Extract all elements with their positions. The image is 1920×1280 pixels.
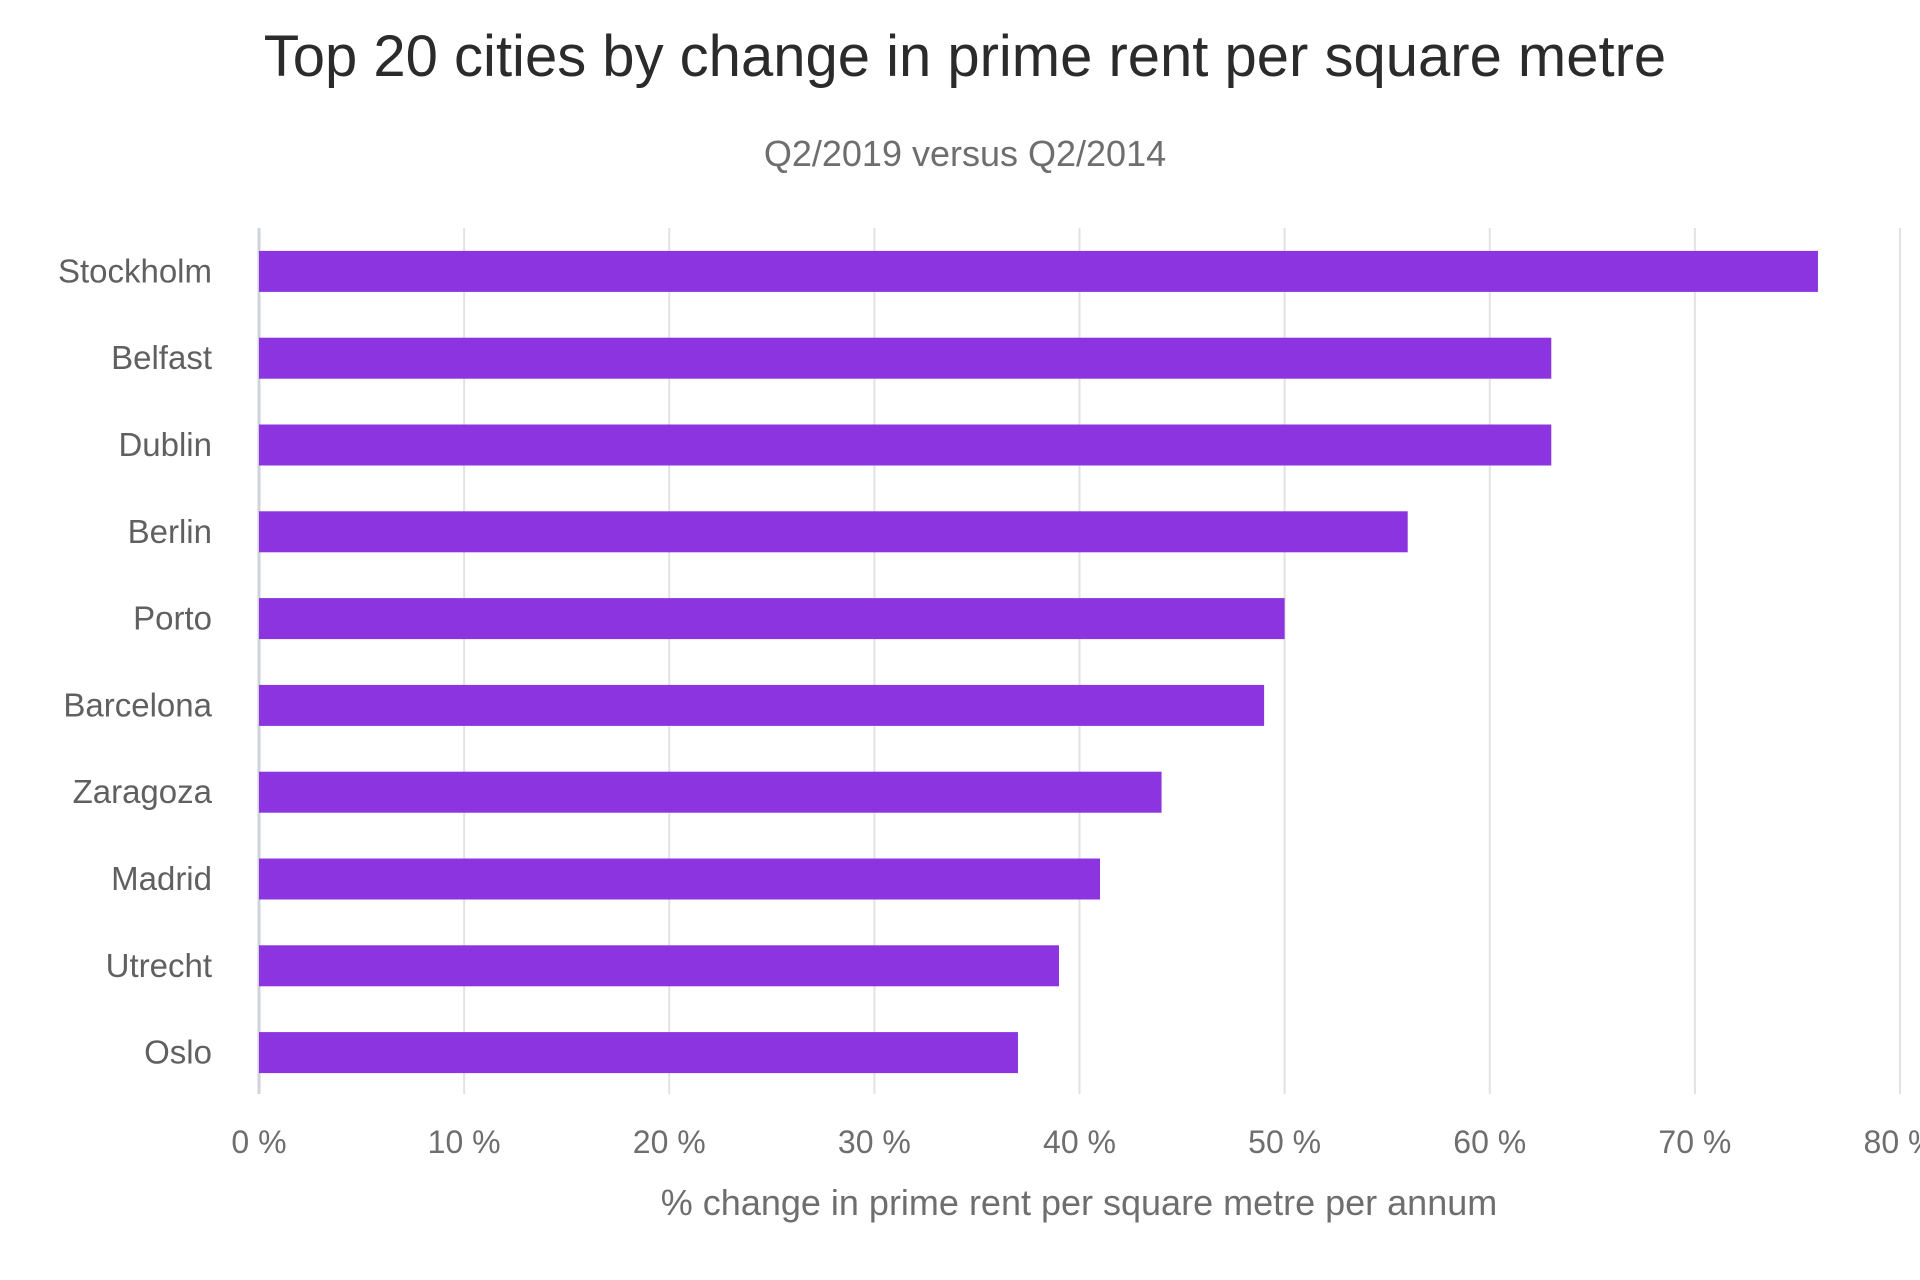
category-label: Madrid: [111, 860, 212, 897]
bars: [259, 250, 1818, 1074]
bar-porto: [259, 598, 1285, 640]
x-tick-label: 50 %: [1248, 1124, 1321, 1160]
category-label: Dublin: [118, 426, 212, 463]
x-axis-ticks: 0 % 10 % 20 % 30 % 40 % 50 % 60 % 70 % 80 %: [231, 1124, 1920, 1160]
x-tick-label: 40 %: [1043, 1124, 1116, 1160]
bar-dublin: [259, 424, 1552, 466]
x-tick-label: 60 %: [1453, 1124, 1526, 1160]
x-tick-label: 0 %: [231, 1124, 286, 1160]
category-label: Berlin: [128, 513, 212, 550]
bar-utrecht: [259, 945, 1059, 987]
bar-stockholm: [259, 250, 1818, 292]
bar-oslo: [259, 1032, 1018, 1074]
category-label: Barcelona: [63, 686, 212, 723]
bar-barcelona: [259, 684, 1265, 726]
category-label: Utrecht: [106, 947, 212, 984]
category-label: Porto: [133, 600, 212, 637]
category-label: Stockholm: [58, 252, 212, 289]
bar-zaragoza: [259, 771, 1162, 813]
category-label: Belfast: [111, 339, 212, 376]
category-label: Zaragoza: [73, 773, 213, 810]
x-tick-label: 10 %: [428, 1124, 501, 1160]
x-tick-label: 20 %: [633, 1124, 706, 1160]
bar-berlin: [259, 511, 1408, 553]
x-axis-title: % change in prime rent per square metre …: [661, 1182, 1497, 1223]
bar-madrid: [259, 858, 1101, 900]
chart-title: Top 20 cities by change in prime rent pe…: [264, 24, 1666, 89]
category-labels: Stockholm Belfast Dublin Berlin Porto Barcelo…: [58, 252, 213, 1070]
bar-belfast: [259, 337, 1552, 379]
x-tick-label: 30 %: [838, 1124, 911, 1160]
x-tick-label: 70 %: [1658, 1124, 1731, 1160]
category-label: Oslo: [144, 1034, 212, 1071]
x-tick-label: 80 %: [1864, 1124, 1920, 1160]
chart-subtitle: Q2/2019 versus Q2/2014: [764, 133, 1166, 174]
